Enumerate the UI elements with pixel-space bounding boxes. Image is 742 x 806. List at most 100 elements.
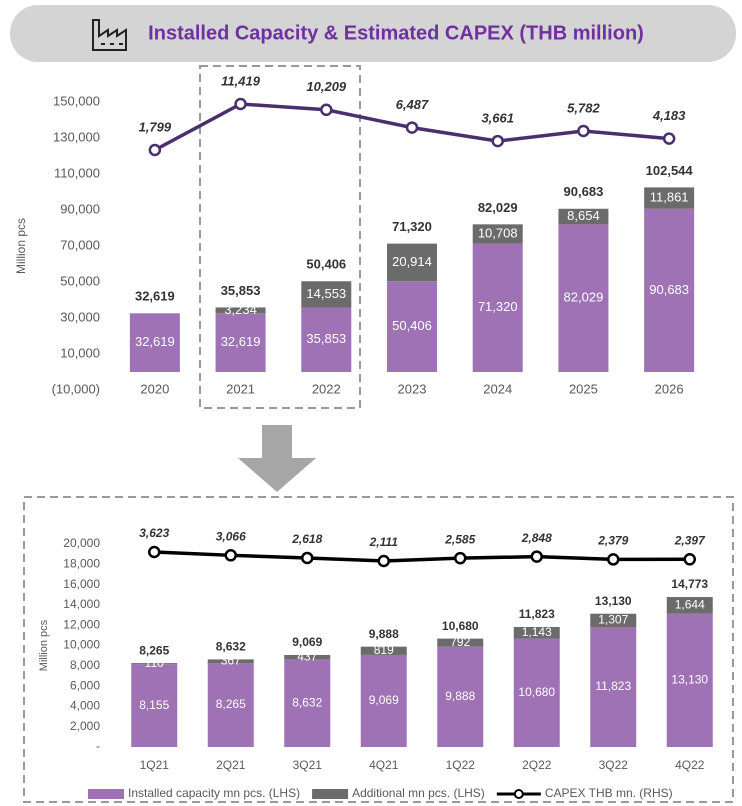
bar-segment <box>590 613 637 627</box>
legend-swatch <box>88 789 124 799</box>
capex-label: 2,379 <box>597 534 628 548</box>
y-tick-label: 70,000 <box>60 237 100 252</box>
bar-segment <box>284 654 331 660</box>
y-tick-label: 6,000 <box>70 678 100 692</box>
bar-segment <box>360 646 407 655</box>
segment-label: 11,823 <box>595 679 631 693</box>
y-tick-label: 4,000 <box>70 699 100 713</box>
bar-segment <box>360 654 407 747</box>
factory-icon <box>92 19 127 51</box>
segment-label: 14,553 <box>306 286 346 301</box>
y-tick-label: 2,000 <box>70 719 100 733</box>
x-tick-label: 3Q21 <box>293 758 323 772</box>
bar-segment <box>644 208 695 372</box>
segment-label: 20,914 <box>392 254 432 269</box>
segment-label: 8,265 <box>216 697 246 711</box>
total-label: 14,773 <box>671 577 708 591</box>
total-label: 71,320 <box>392 219 432 234</box>
segment-label: 8,632 <box>292 695 322 709</box>
total-label: 32,619 <box>135 289 175 304</box>
bar-segment <box>558 224 609 372</box>
bar-segment <box>472 224 523 244</box>
segment-label: 71,320 <box>478 299 518 314</box>
capex-label: 1,799 <box>139 119 172 134</box>
capex-point <box>405 121 419 134</box>
y-tick-label: 130,000 <box>53 129 100 144</box>
bar-segment <box>644 187 695 209</box>
arrow <box>238 425 316 492</box>
segment-label: 11,861 <box>650 190 689 205</box>
capex-label: 2,618 <box>291 532 322 546</box>
y-tick-label: 110,000 <box>54 165 100 180</box>
bar-segment <box>131 664 178 747</box>
header-banner <box>10 5 736 62</box>
x-tick-label: 1Q21 <box>140 758 170 772</box>
capex-label: 6,487 <box>396 97 429 112</box>
legend-label: Additional mn pcs. (LHS) <box>352 786 485 800</box>
bar-segment <box>215 307 266 314</box>
segment-label: 9,888 <box>445 689 475 703</box>
bar-segment <box>131 663 178 665</box>
total-label: 8,632 <box>216 640 246 654</box>
bar-segment <box>513 638 560 747</box>
segment-label: 8,654 <box>567 208 600 223</box>
highlight-box <box>199 65 361 409</box>
bar-segment <box>284 659 331 747</box>
capex-label: 3,066 <box>216 529 246 543</box>
segment-label: 367 <box>221 653 241 667</box>
segment-label: 1,644 <box>675 598 705 612</box>
x-tick-label: 2026 <box>655 381 684 396</box>
y-tick-label: 10,000 <box>60 345 100 360</box>
total-label: 10,680 <box>442 619 479 633</box>
total-label: 50,406 <box>306 257 346 272</box>
segment-label: 82,029 <box>564 290 604 305</box>
detail-box <box>23 496 734 803</box>
x-tick-label: 3Q22 <box>599 758 629 772</box>
y-tick-label: 16,000 <box>63 577 100 591</box>
segment-label: 792 <box>450 635 470 649</box>
x-tick-label: 4Q22 <box>675 758 705 772</box>
y-tick-label: 20,000 <box>63 536 100 550</box>
x-tick-label: 1Q22 <box>446 758 476 772</box>
bar-segment <box>387 281 437 372</box>
capex-label: 2,111 <box>369 535 399 549</box>
segment-label: 13,130 <box>671 673 708 687</box>
total-label: 9,069 <box>292 635 322 649</box>
legend-label: CAPEX THB mn. (RHS) <box>545 786 673 800</box>
segment-label: 32,619 <box>135 334 175 349</box>
capex-point <box>224 549 237 562</box>
y-tick-label: 10,000 <box>63 638 100 652</box>
segment-label: 9,069 <box>369 693 399 707</box>
segment-label: 110 <box>145 656 164 670</box>
total-label: 90,683 <box>564 184 604 199</box>
x-tick-label: 2021 <box>226 381 255 396</box>
y-tick-label: 50,000 <box>60 273 100 288</box>
capex-point <box>577 124 590 138</box>
segment-label: 3,234 <box>224 302 257 317</box>
bar-segment <box>590 626 637 747</box>
x-tick-label: 2024 <box>483 381 512 396</box>
segment-label: 32,619 <box>221 334 261 349</box>
capex-point <box>530 550 543 563</box>
segment-label: 10,680 <box>518 685 555 699</box>
capex-point <box>662 132 676 145</box>
capex-line <box>154 550 690 563</box>
x-tick-label: 2020 <box>140 381 169 396</box>
y-tick-label: 14,000 <box>63 597 100 611</box>
x-tick-label: 2Q21 <box>216 758 246 772</box>
header-title: Installed Capacity & Estimated CAPEX (TH… <box>148 22 644 44</box>
bar-segment <box>513 626 560 639</box>
y-tick-label: 18,000 <box>63 556 100 570</box>
legend-label: Installed capacity mn pcs. (LHS) <box>128 786 300 800</box>
capex-label: 4,183 <box>652 108 686 123</box>
capex-label: 2,848 <box>521 531 552 545</box>
bar-segment <box>207 659 254 664</box>
total-label: 13,130 <box>595 594 632 608</box>
capex-label: 5,782 <box>567 100 600 115</box>
bar-segment <box>472 243 523 372</box>
capex-point <box>234 97 247 111</box>
bar-segment <box>387 243 437 282</box>
total-label: 82,029 <box>478 200 518 215</box>
capex-label: 3,661 <box>481 111 514 126</box>
